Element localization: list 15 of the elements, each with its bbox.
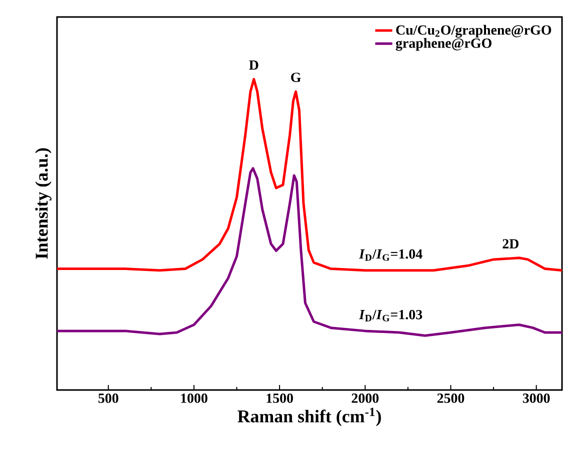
- x-tick-label: 3000: [522, 394, 550, 403]
- x-tick-label: 1000: [181, 394, 208, 403]
- annotation: I$_{D}$/I$_{G}$=1.04: [358, 249, 422, 261]
- x-tick-label: 500: [98, 394, 118, 403]
- x-tick-label: 1500: [266, 394, 293, 403]
- annotation: D: [249, 60, 258, 70]
- legend-label: Cu/Cu$_{2}$O/graphene@rGO: [396, 24, 552, 38]
- x-tick-label: 2000: [352, 394, 379, 403]
- x-axis-title: Raman shift (cm$^{-1}$): [238, 408, 381, 426]
- x-tick-label: 2500: [437, 394, 464, 403]
- annotation: G: [291, 72, 301, 82]
- annotation: I$_{D}$/I$_{G}$=1.03: [358, 310, 422, 322]
- annotation: 2D: [502, 239, 518, 248]
- y-axis-title: Intensity (a.u.): [35, 148, 52, 259]
- legend-label: graphene@rGO: [396, 38, 492, 51]
